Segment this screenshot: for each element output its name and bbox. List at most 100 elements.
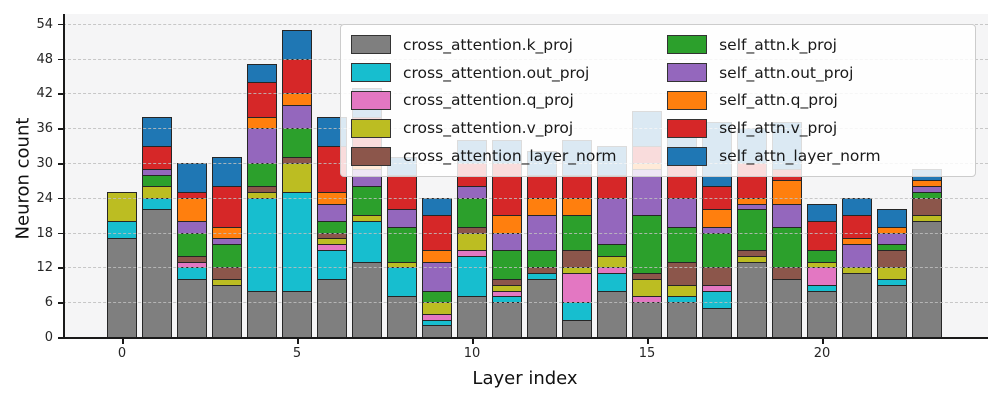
bar-segment-self_attn.out_proj-layer22 (877, 232, 907, 246)
bar-segment-cross_attention.out_proj-layer17 (702, 290, 732, 309)
legend-color-swatch-icon (667, 146, 708, 166)
bar-segment-self_attn.k_proj-layer12 (527, 250, 557, 269)
bar-segment-cross_attention.out_proj-layer10 (457, 255, 487, 298)
bar-segment-self_attn_layer_norm-layer1 (142, 116, 172, 147)
bar-segment-cross_attention_layer_norm-layer13 (562, 250, 592, 269)
bar-segment-cross_attention.v_proj-layer21 (842, 267, 872, 275)
x-tick-label-15: 15 (638, 346, 656, 361)
bar-segment-cross_attention.k_proj-layer18 (737, 261, 767, 338)
bar-segment-cross_attention_layer_norm-layer6 (317, 232, 347, 240)
bar-segment-cross_attention.k_proj-layer4 (247, 290, 277, 338)
bar-segment-cross_attention.k_proj-layer2 (177, 279, 207, 338)
bar-segment-cross_attention.k_proj-layer0 (107, 238, 137, 338)
y-tick-label-24: 24 (36, 190, 53, 206)
bar-segment-cross_attention.out_proj-layer4 (247, 197, 277, 292)
bar-segment-cross_attention_layer_norm-layer17 (702, 267, 732, 286)
bar-segment-cross_attention.q_proj-layer14 (597, 267, 627, 275)
y-tick-label-0: 0 (44, 330, 53, 345)
bar-segment-cross_attention_layer_norm-layer11 (492, 279, 522, 286)
bar-segment-cross_attention.k_proj-layer15 (632, 302, 662, 338)
bar-segment-self_attn.out_proj-layer8 (387, 209, 417, 228)
bar-segment-cross_attention.q_proj-layer6 (317, 244, 347, 251)
bar-segment-self_attn.out_proj-layer23 (912, 186, 942, 193)
x-tick-label-5: 5 (292, 346, 302, 361)
legend-label: cross_attention_layer_norm (403, 147, 617, 166)
bar-segment-self_attn.k_proj-layer1 (142, 174, 172, 188)
bar-segment-cross_attention_layer_norm-layer3 (212, 267, 242, 280)
gridline-y12 (63, 267, 988, 269)
bar-segment-self_attn.q_proj-layer5 (282, 93, 312, 106)
bar-segment-self_attn.k_proj-layer4 (247, 163, 277, 188)
bar-segment-self_attn.out_proj-layer11 (492, 232, 522, 251)
bar-segment-self_attn.out_proj-layer1 (142, 168, 172, 176)
legend-color-swatch-icon (351, 35, 391, 55)
bar-segment-cross_attention_layer_norm-layer18 (737, 250, 767, 257)
legend: cross_attention.k_proj cross_attention.ou… (340, 24, 976, 177)
bar-segment-cross_attention.v_proj-layer7 (352, 215, 382, 222)
y-tick-label-18: 18 (36, 225, 53, 241)
x-tick-mark-20 (822, 338, 824, 344)
bar-segment-self_attn.q_proj-layer13 (562, 197, 592, 217)
gridline-y6 (63, 302, 988, 304)
x-tick-label-0: 0 (117, 346, 127, 361)
bar-segment-self_attn.v_proj-layer5 (282, 58, 312, 95)
bar-segment-cross_attention_layer_norm-layer16 (667, 261, 697, 286)
bar-segment-self_attn.q_proj-layer18 (737, 197, 767, 205)
y-tick-mark-48 (58, 58, 63, 61)
bar-segment-self_attn.out_proj-layer5 (282, 105, 312, 130)
bar-segment-cross_attention.k_proj-layer16 (667, 302, 697, 338)
bar-segment-cross_attention_layer_norm-layer12 (527, 267, 557, 275)
bar-segment-cross_attention.out_proj-layer22 (877, 279, 907, 286)
legend-label: self_attn.v_proj (719, 119, 838, 138)
y-tick-label-36: 36 (36, 121, 53, 137)
y-tick-label-54: 54 (36, 16, 53, 32)
bar-segment-cross_attention.out_proj-layer2 (177, 267, 207, 280)
legend-item-cross_attention.q_proj: cross_attention.q_proj (351, 87, 643, 115)
bar-segment-cross_attention_layer_norm-layer23 (912, 197, 942, 217)
bar-segment-cross_attention.k_proj-layer11 (492, 302, 522, 338)
bar-segment-self_attn.k_proj-layer5 (282, 128, 312, 159)
bar-segment-cross_attention.q_proj-layer11 (492, 290, 522, 298)
bar-segment-cross_attention.k_proj-layer1 (142, 209, 172, 338)
x-axis-label: Layer index (472, 368, 578, 389)
bar-segment-cross_attention.v_proj-layer11 (492, 284, 522, 292)
bar-segment-self_attn.q_proj-layer12 (527, 197, 557, 217)
bar-segment-cross_attention_layer_norm-layer4 (247, 186, 277, 193)
bar-segment-self_attn.v_proj-layer21 (842, 215, 872, 240)
bar-segment-self_attn.k_proj-layer18 (737, 209, 767, 251)
legend-item-self_attn.q_proj: self_attn.q_proj (667, 87, 965, 115)
y-tick-mark-54 (58, 23, 63, 26)
legend-item-cross_attention.v_proj: cross_attention.v_proj (351, 114, 643, 142)
y-axis-spine (63, 13, 65, 337)
legend-label: cross_attention.v_proj (403, 119, 574, 138)
bar-segment-self_attn.v_proj-layer4 (247, 81, 277, 118)
bar-segment-cross_attention.k_proj-layer5 (282, 290, 312, 338)
bar-segment-cross_attention.out_proj-layer13 (562, 302, 592, 321)
bar-segment-self_attn.v_proj-layer13 (562, 174, 592, 199)
bar-segment-cross_attention_layer_norm-layer2 (177, 255, 207, 263)
x-tick-label-10: 10 (463, 346, 481, 361)
bar-segment-self_attn.k_proj-layer17 (702, 232, 732, 269)
legend-item-self_attn.k_proj: self_attn.k_proj (667, 31, 965, 59)
legend-color-swatch-icon (351, 90, 391, 110)
legend-label: cross_attention.out_proj (403, 63, 590, 82)
bar-segment-cross_attention_layer_norm-layer19 (772, 267, 802, 280)
legend-color-swatch-icon (351, 146, 391, 166)
bar-segment-cross_attention_layer_norm-layer22 (877, 250, 907, 269)
bar-segment-self_attn.v_proj-layer20 (807, 221, 837, 251)
bar-segment-cross_attention_layer_norm-layer15 (632, 273, 662, 280)
y-tick-label-30: 30 (36, 156, 53, 171)
legend-label: self_attn.k_proj (719, 35, 837, 54)
bar-segment-self_attn.q_proj-layer23 (912, 180, 942, 188)
bar-segment-cross_attention.v_proj-layer9 (422, 302, 452, 315)
bar-segment-cross_attention.out_proj-layer20 (807, 284, 837, 292)
bar-segment-cross_attention.v_proj-layer22 (877, 267, 907, 280)
bar-segment-self_attn.k_proj-layer3 (212, 244, 242, 269)
bar-segment-cross_attention.k_proj-layer7 (352, 261, 382, 338)
bar-segment-cross_attention.k_proj-layer3 (212, 284, 242, 338)
bar-segment-cross_attention.k_proj-layer12 (527, 279, 557, 338)
bar-segment-cross_attention.v_proj-layer13 (562, 267, 592, 275)
bar-segment-cross_attention.out_proj-layer0 (107, 221, 137, 240)
legend-item-self_attn_layer_norm: self_attn_layer_norm (667, 142, 965, 170)
